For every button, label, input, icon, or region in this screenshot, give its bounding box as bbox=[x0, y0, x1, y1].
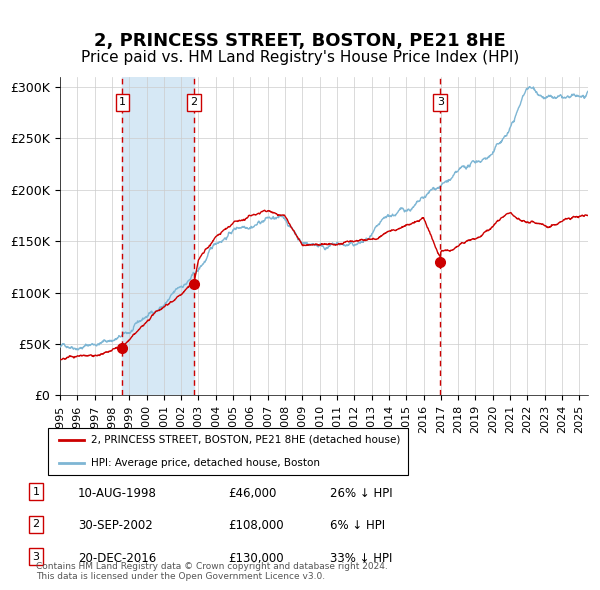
Text: 2: 2 bbox=[191, 97, 198, 107]
Text: 6% ↓ HPI: 6% ↓ HPI bbox=[330, 519, 385, 532]
Text: 10-AUG-1998: 10-AUG-1998 bbox=[78, 487, 157, 500]
Text: HPI: Average price, detached house, Boston: HPI: Average price, detached house, Bost… bbox=[91, 458, 320, 468]
Text: 1: 1 bbox=[119, 97, 126, 107]
Text: £108,000: £108,000 bbox=[228, 519, 284, 532]
Text: £130,000: £130,000 bbox=[228, 552, 284, 565]
Text: Price paid vs. HM Land Registry's House Price Index (HPI): Price paid vs. HM Land Registry's House … bbox=[81, 50, 519, 65]
Text: 26% ↓ HPI: 26% ↓ HPI bbox=[330, 487, 392, 500]
Bar bbox=[122, 77, 194, 395]
Text: 2: 2 bbox=[32, 519, 40, 529]
Text: 20-DEC-2016: 20-DEC-2016 bbox=[78, 552, 156, 565]
Text: Contains HM Land Registry data © Crown copyright and database right 2024.
This d: Contains HM Land Registry data © Crown c… bbox=[36, 562, 388, 581]
Text: 1: 1 bbox=[32, 487, 40, 497]
Text: 3: 3 bbox=[437, 97, 444, 107]
Text: 2, PRINCESS STREET, BOSTON, PE21 8HE: 2, PRINCESS STREET, BOSTON, PE21 8HE bbox=[94, 32, 506, 51]
FancyBboxPatch shape bbox=[48, 428, 408, 475]
Text: 33% ↓ HPI: 33% ↓ HPI bbox=[330, 552, 392, 565]
Text: £46,000: £46,000 bbox=[228, 487, 277, 500]
Text: 30-SEP-2002: 30-SEP-2002 bbox=[78, 519, 153, 532]
Text: 3: 3 bbox=[32, 552, 40, 562]
Text: 2, PRINCESS STREET, BOSTON, PE21 8HE (detached house): 2, PRINCESS STREET, BOSTON, PE21 8HE (de… bbox=[91, 435, 401, 444]
